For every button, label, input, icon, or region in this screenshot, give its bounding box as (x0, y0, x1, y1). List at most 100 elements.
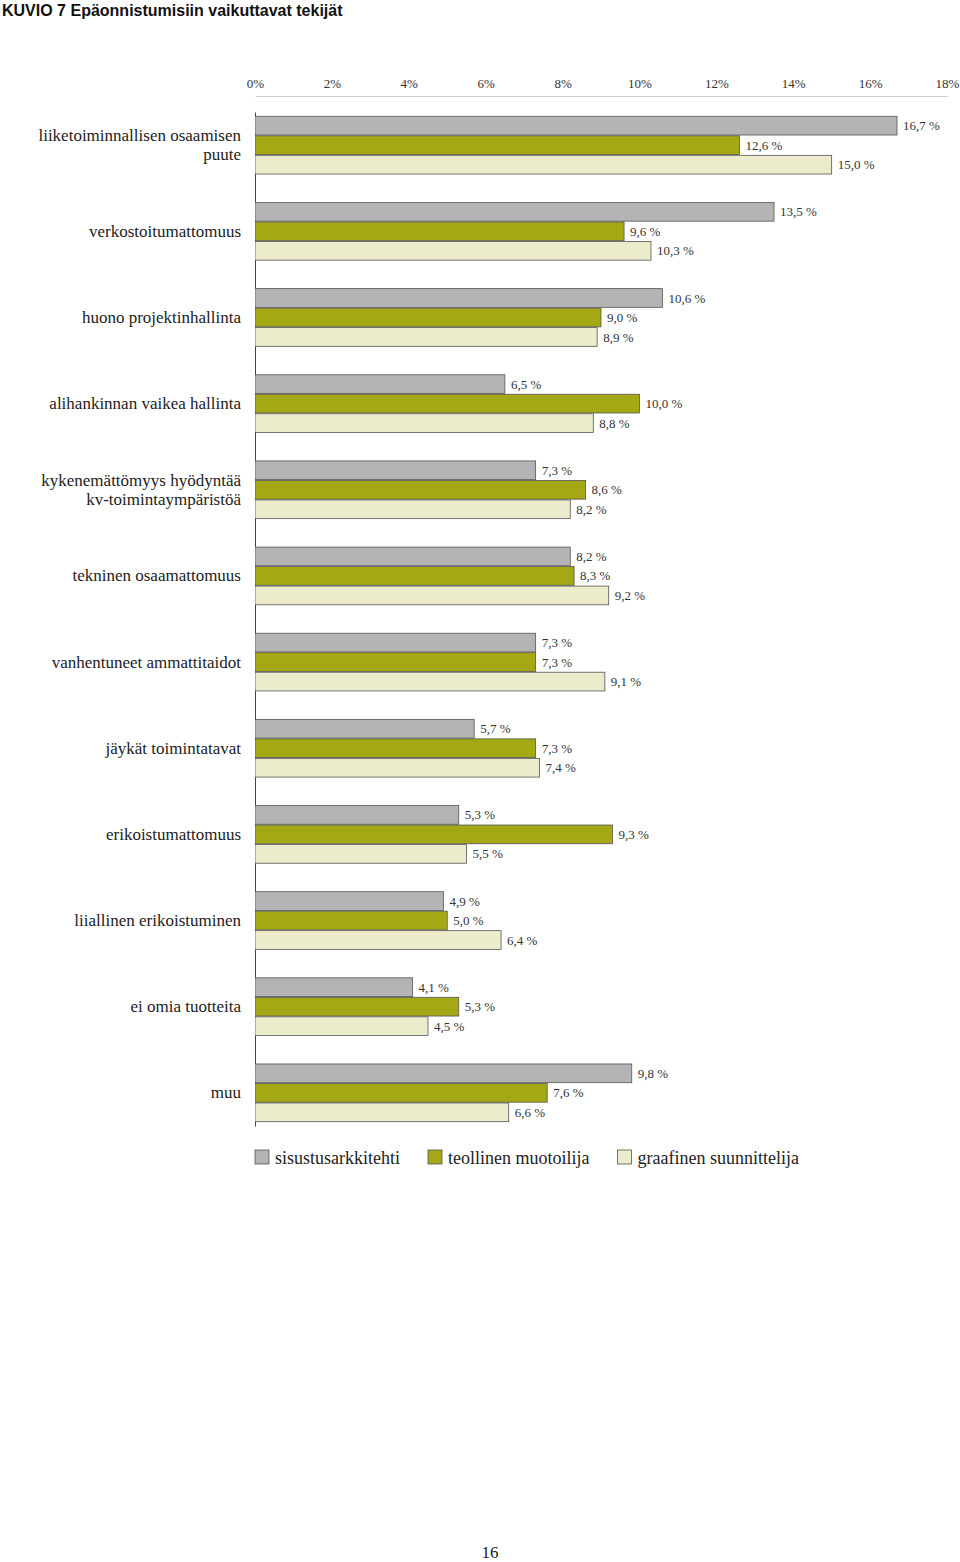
data-label: 8,9 % (603, 330, 634, 345)
bar (255, 567, 574, 586)
bar (255, 758, 539, 777)
data-label: 7,6 % (553, 1085, 584, 1100)
bar (255, 1103, 509, 1122)
x-tick-label: 2% (324, 76, 342, 91)
data-label: 8,8 % (599, 416, 630, 431)
category-label: muu (211, 1083, 242, 1102)
y-tick: verkostoitumattomuus (89, 222, 255, 241)
category-label: alihankinnan vaikea hallinta (49, 394, 241, 413)
data-label: 5,0 % (453, 913, 484, 928)
data-label: 5,7 % (480, 721, 511, 736)
bar (255, 653, 536, 672)
category-label: kykenemättömyys hyödyntääkv-toimintaympä… (41, 471, 241, 510)
x-tick-label: 8% (554, 76, 572, 91)
x-tick: 10% (628, 76, 652, 96)
data-label: 8,3 % (580, 568, 611, 583)
bars (255, 116, 897, 1121)
bar (255, 375, 505, 394)
legend: sisustusarkkitehtiteollinen muotoilijagr… (255, 1148, 799, 1168)
data-label: 4,1 % (419, 980, 450, 995)
data-label: 7,3 % (542, 635, 573, 650)
bar (255, 586, 609, 605)
data-label: 5,3 % (465, 807, 496, 822)
y-tick: liiketoiminnallisen osaamisenpuute (38, 126, 255, 165)
data-label: 10,3 % (657, 243, 694, 258)
data-label: 9,2 % (615, 588, 646, 603)
bar (255, 241, 651, 260)
data-label: 6,4 % (507, 933, 538, 948)
x-tick-label: 6% (477, 76, 495, 91)
bar (255, 825, 613, 844)
x-tick-label: 10% (628, 76, 652, 91)
data-label: 10,0 % (645, 396, 682, 411)
x-tick: 18% (936, 76, 960, 96)
x-tick: 14% (782, 76, 806, 96)
data-label: 4,9 % (449, 894, 480, 909)
data-label: 5,5 % (472, 846, 503, 861)
x-tick: 0% (247, 76, 265, 96)
bar (255, 547, 570, 566)
data-label: 12,6 % (745, 138, 782, 153)
category-label: huono projektinhallinta (82, 308, 242, 327)
y-tick: ei omia tuotteita (131, 997, 255, 1016)
bar (255, 116, 897, 135)
data-label: 8,2 % (576, 549, 607, 564)
legend-swatch (428, 1150, 442, 1164)
bar (255, 394, 639, 413)
x-tick: 12% (705, 76, 729, 96)
data-labels: 16,7 % 13,5 % 10,6 % 6,5 % 7,3 % 8,2 % 7,3 % 5,… (419, 118, 940, 1120)
bar (255, 978, 413, 997)
data-label: 16,7 % (903, 118, 940, 133)
x-tick-label: 14% (782, 76, 806, 91)
data-label: 7,3 % (542, 741, 573, 756)
bar (255, 892, 443, 911)
legend-label: teollinen muotoilija (448, 1148, 589, 1168)
x-tick-label: 12% (705, 76, 729, 91)
data-label: 10,6 % (669, 291, 706, 306)
title: KUVIO 7 Epäonnistumisiin vaikuttavat tek… (2, 2, 343, 19)
data-label: 7,4 % (545, 760, 576, 775)
data-label: 9,6 % (630, 224, 661, 239)
y-tick: alihankinnan vaikea hallinta (49, 394, 255, 413)
category-label: liiketoiminnallisen osaamisenpuute (38, 126, 241, 165)
bar (255, 672, 605, 691)
category-label: erikoistumattomuus (106, 825, 241, 844)
bar (255, 136, 739, 155)
y-tick: jäykät toimintatavat (105, 739, 256, 758)
x-axis: 0%2%4%6%8%10%12%14%16%18% (247, 76, 960, 97)
x-tick: 8% (554, 76, 572, 96)
bar (255, 1064, 632, 1083)
data-label: 8,6 % (592, 482, 623, 497)
data-label: 6,5 % (511, 377, 542, 392)
bar (255, 328, 597, 347)
data-label: 9,8 % (638, 1066, 669, 1081)
bar (255, 461, 536, 480)
bar (255, 633, 536, 652)
data-label: 9,0 % (607, 310, 638, 325)
bar (255, 806, 459, 825)
bar (255, 719, 474, 738)
y-tick: liiallinen erikoistuminen (74, 911, 255, 930)
y-tick: huono projektinhallinta (82, 308, 255, 327)
x-tick: 16% (859, 76, 883, 96)
y-axis: liiketoiminnallisen osaamisenpuute verkos… (38, 113, 255, 1127)
category-label: ei omia tuotteita (131, 997, 242, 1016)
data-label: 7,3 % (542, 463, 573, 478)
page-number: 16 (482, 1543, 499, 1562)
y-tick: kykenemättömyys hyödyntääkv-toimintaympä… (41, 471, 255, 510)
data-label: 4,5 % (434, 1019, 465, 1034)
bar (255, 1017, 428, 1036)
legend-swatch (617, 1150, 631, 1164)
y-tick: muu (211, 1083, 255, 1102)
x-tick-label: 16% (859, 76, 883, 91)
data-label: 15,0 % (838, 157, 875, 172)
x-tick: 6% (477, 76, 495, 96)
data-label: 8,2 % (576, 502, 607, 517)
y-tick: erikoistumattomuus (106, 825, 255, 844)
x-tick: 2% (324, 76, 342, 96)
legend-swatch (255, 1150, 269, 1164)
category-label: liiallinen erikoistuminen (74, 911, 241, 930)
data-label: 13,5 % (780, 204, 817, 219)
bar (255, 845, 466, 864)
bar (255, 997, 459, 1016)
